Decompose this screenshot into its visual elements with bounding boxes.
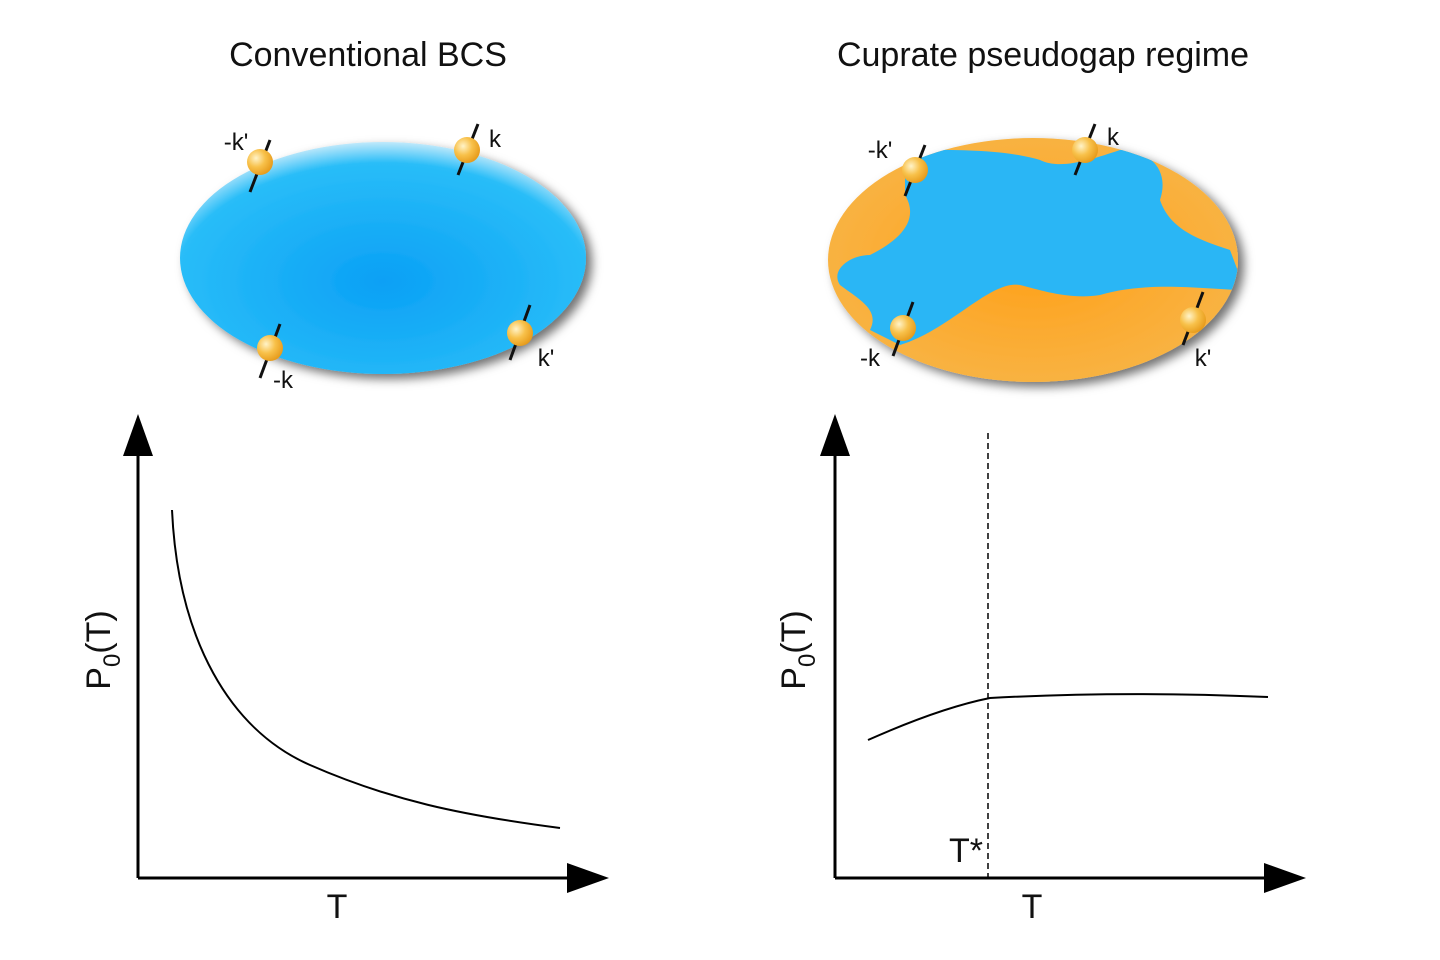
- axes: [123, 414, 1306, 893]
- momentum-label: k: [489, 126, 502, 153]
- y-label-tail: (T): [80, 610, 118, 653]
- panel-title: Cuprate pseudogap regime: [837, 36, 1249, 74]
- momentum-label: -k: [273, 367, 294, 394]
- y-label-main: P: [80, 667, 118, 690]
- curve: [867, 693, 1269, 741]
- momentum-label: -k: [860, 345, 881, 372]
- fermi-surface: [828, 138, 1238, 382]
- momentum-label: k': [1195, 345, 1212, 372]
- y-label-sub: 0: [99, 654, 126, 667]
- y-label-tail: (T): [775, 610, 813, 653]
- marker-label: T*: [949, 832, 983, 870]
- y-axis-label: P0(T): [775, 610, 821, 689]
- momentum-label: k: [1107, 124, 1120, 151]
- x-axis-label: T: [1022, 888, 1043, 926]
- y-axis-label: P0(T): [80, 610, 126, 689]
- momentum-label: -k': [224, 129, 249, 156]
- momentum-label: k': [538, 345, 555, 372]
- curve: [171, 509, 561, 829]
- y-label-sub: 0: [794, 654, 821, 667]
- y-label-main: P: [775, 667, 813, 690]
- panel-title: Conventional BCS: [229, 36, 507, 74]
- x-axis-label: T: [327, 888, 348, 926]
- fermi-surface: [180, 142, 586, 374]
- momentum-label: -k': [868, 137, 893, 164]
- spins: [247, 123, 1206, 379]
